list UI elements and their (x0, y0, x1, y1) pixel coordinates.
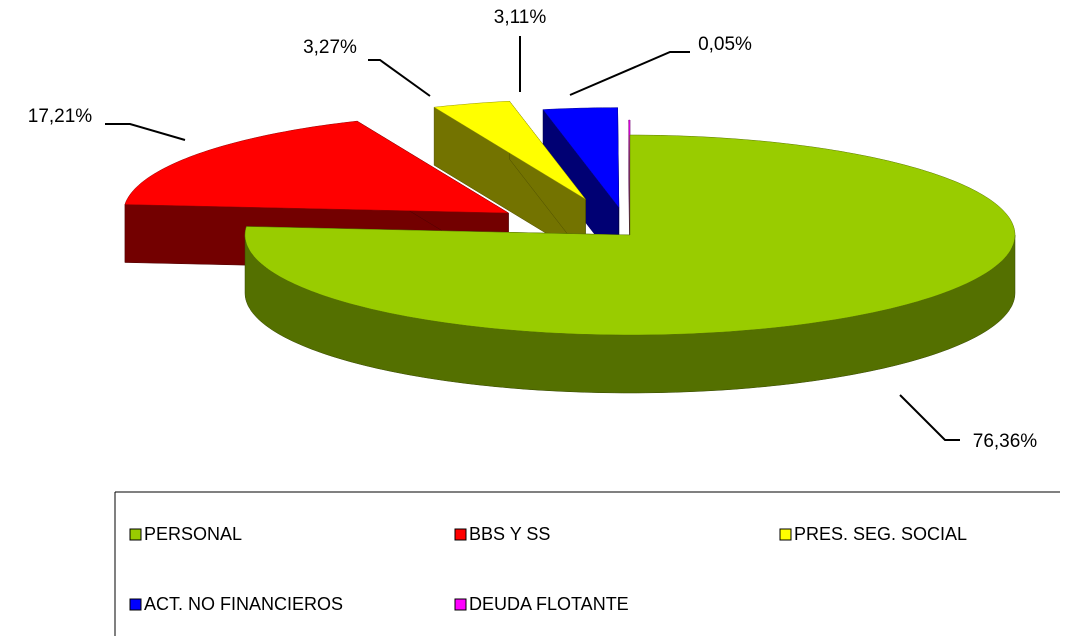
legend-swatch (779, 528, 792, 541)
slice-top (433, 100, 586, 200)
legend-label: PRES. SEG. SOCIAL (794, 524, 967, 544)
legend-swatch (129, 598, 142, 611)
data-labels: 76,36% 17,21% 3,27% 3,11% 0,05% (28, 7, 1038, 452)
legend: PERSONAL BBS Y SS PRES. SEG. SOCIAL ACT. NO… (114, 491, 1060, 636)
legend-swatch (454, 528, 467, 541)
legend-label: PERSONAL (144, 524, 242, 544)
data-label: 3,11% (494, 7, 547, 28)
slice-top (542, 107, 620, 209)
leader-line (105, 123, 186, 141)
pie (124, 100, 1016, 394)
legend-label: BBS Y SS (469, 524, 550, 544)
leader-line (899, 394, 960, 441)
slice-top (124, 120, 510, 214)
leader-line (368, 59, 431, 97)
legend-swatch (454, 598, 467, 611)
data-label: 76,36% (973, 431, 1038, 452)
slice-top (244, 134, 1016, 336)
data-label: 17,21% (28, 106, 93, 127)
legend-label: ACT. NO FINANCIEROS (144, 594, 343, 614)
slice (542, 107, 620, 267)
slice (244, 134, 1016, 394)
legend-label: DEUDA FLOTANTE (469, 594, 629, 614)
data-label: 0,05% (698, 34, 752, 55)
data-label: 3,27% (303, 37, 357, 58)
legend-swatch (129, 528, 142, 541)
leader-line (569, 51, 690, 96)
